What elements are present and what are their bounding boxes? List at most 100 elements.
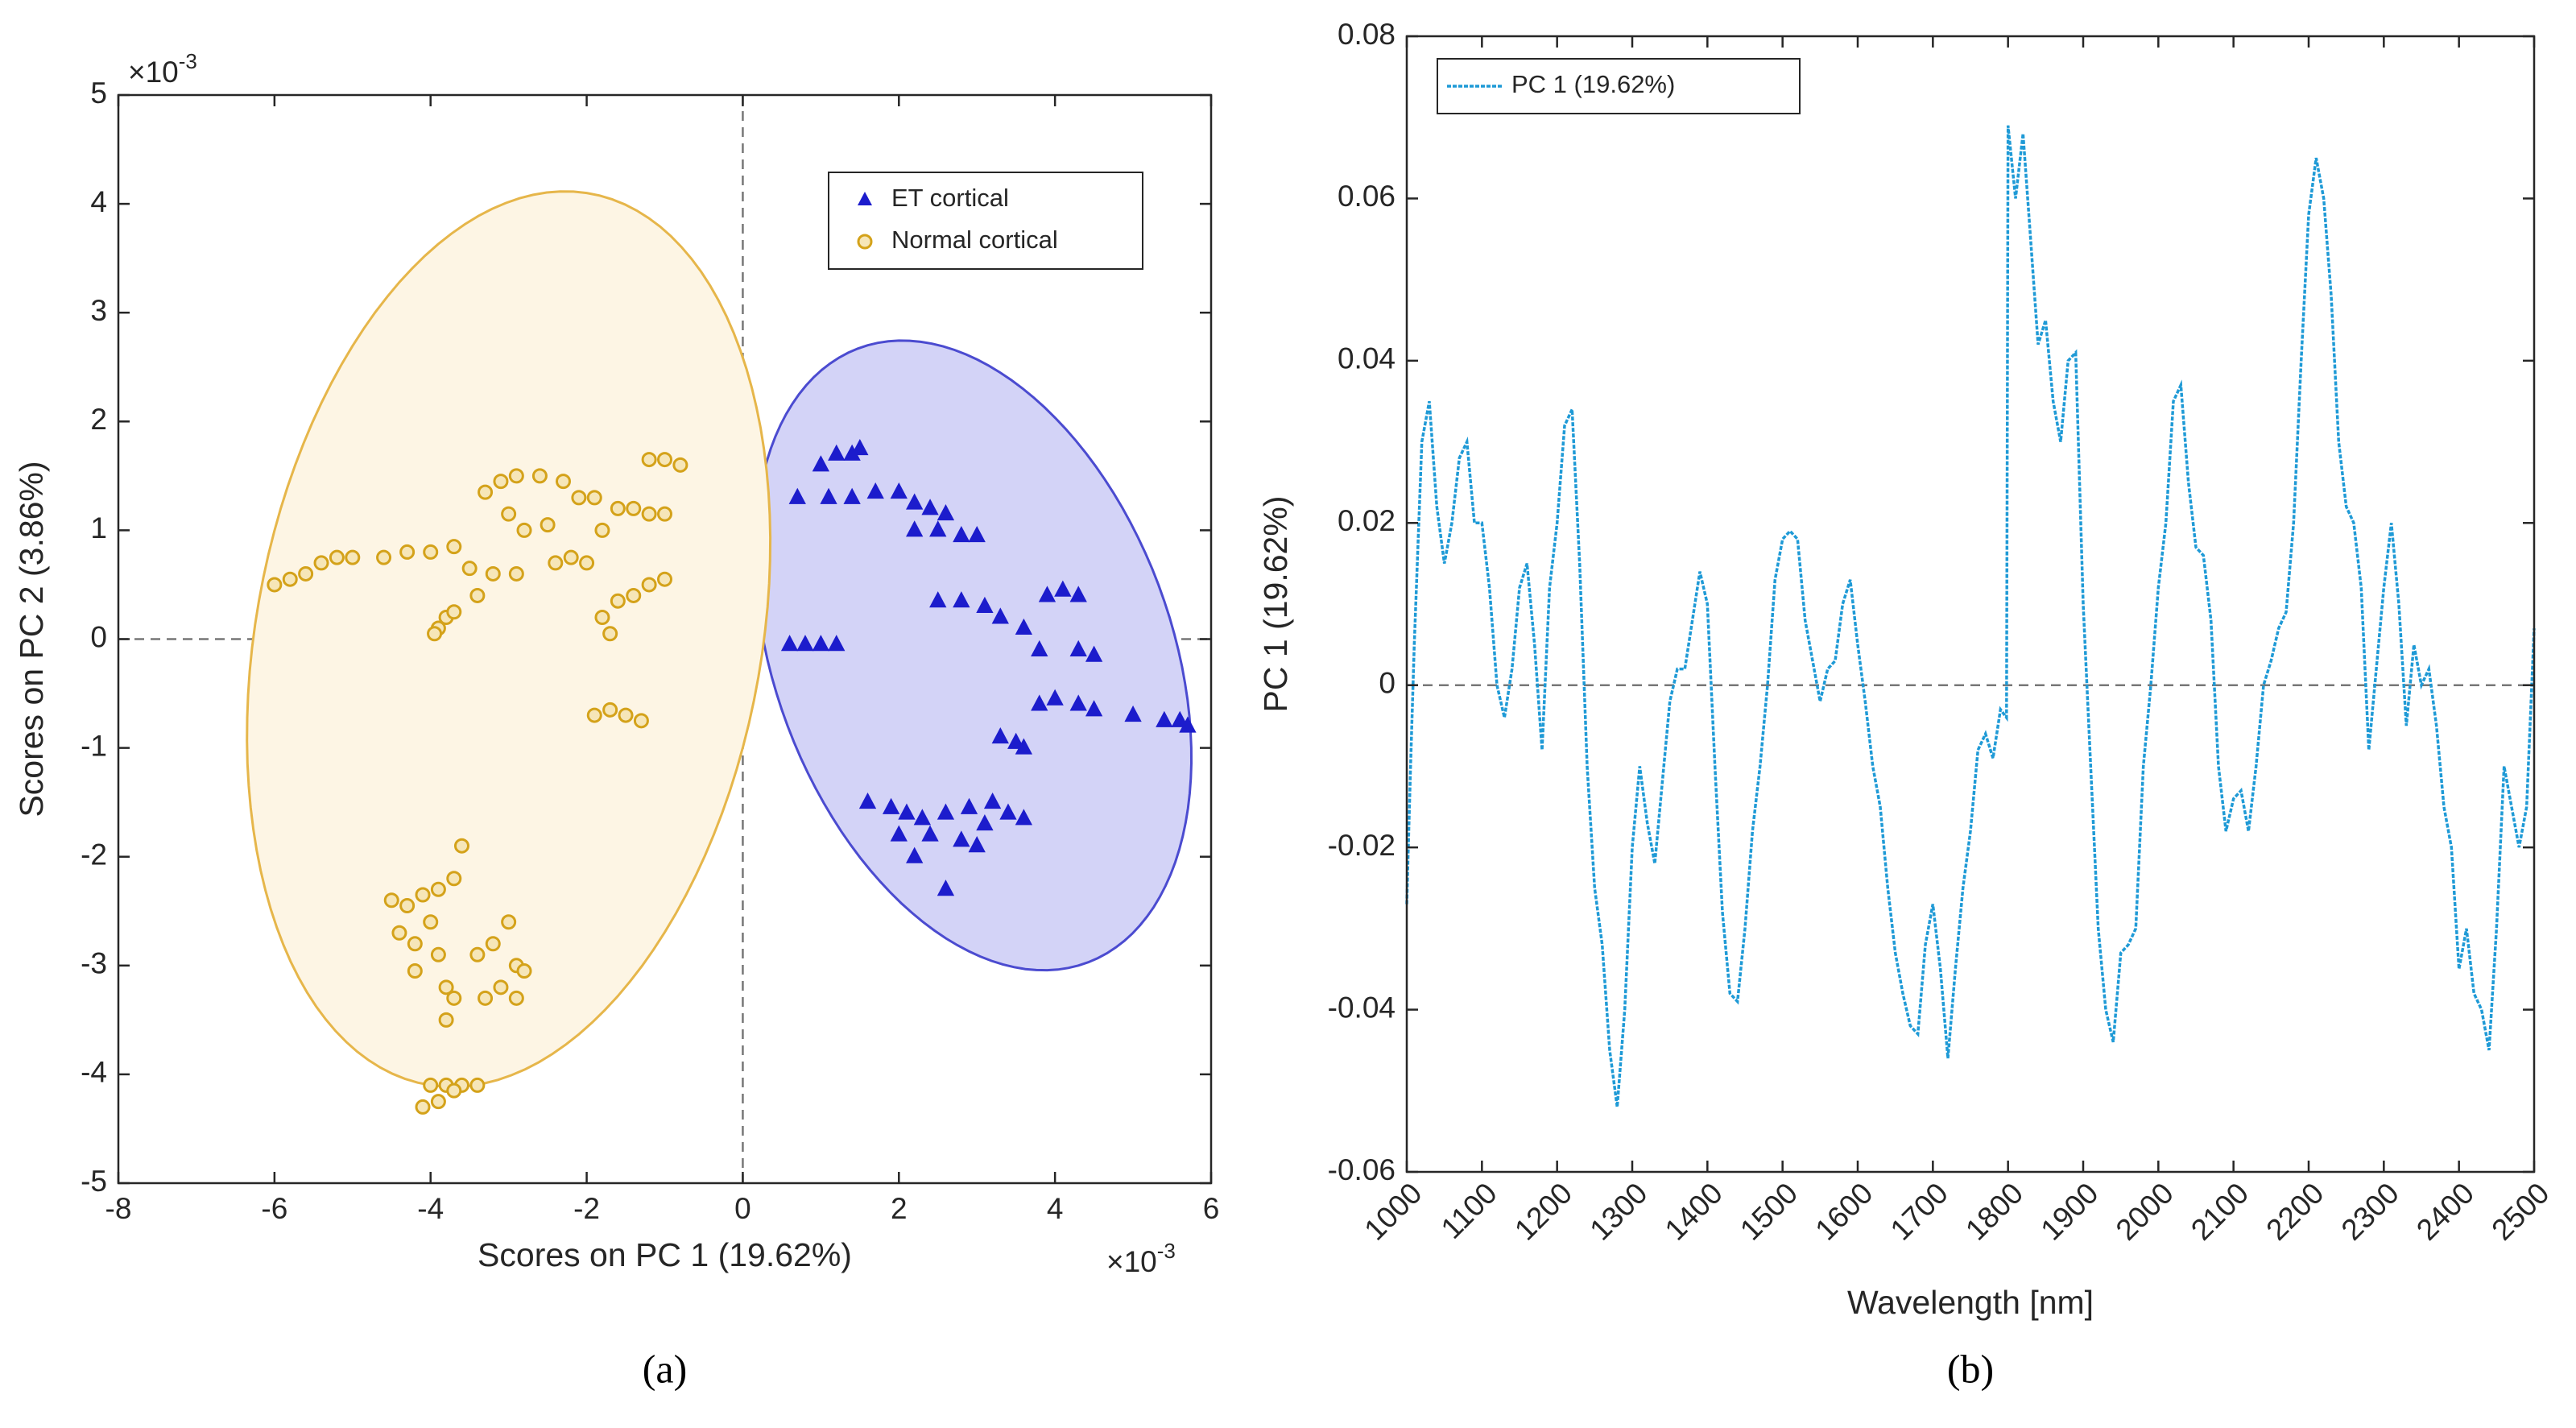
point: [788, 487, 806, 504]
point: [469, 946, 486, 962]
point: [313, 555, 329, 571]
panel: -8 -6 -4 -2 0 2 4 6 -5 -4 -3 -2 -1 0 1 2 3 4 5 Scores on PC…: [13, 49, 1219, 1392]
point: [657, 571, 672, 587]
x-tick-label: 0: [734, 1192, 751, 1225]
multiplier-base: ×10: [128, 56, 179, 89]
y-tick-label: 3: [90, 294, 107, 327]
point: [991, 726, 1009, 744]
x-tick-label: 4: [1047, 1192, 1064, 1225]
x-tick-label: -4: [417, 1192, 444, 1225]
point: [446, 539, 462, 555]
x-tick-label: -6: [261, 1192, 287, 1225]
point: [586, 490, 602, 506]
point: [937, 880, 955, 896]
point: [446, 871, 462, 887]
legend-label: ET cortical: [891, 184, 1009, 212]
x-tick-label: 1700: [1884, 1177, 1954, 1247]
point: [508, 990, 524, 1006]
point: [828, 635, 846, 652]
point: [999, 803, 1017, 820]
point: [478, 484, 494, 500]
point: [563, 549, 579, 565]
point: [540, 517, 556, 533]
point: [391, 925, 407, 941]
point: [423, 544, 439, 560]
x-tick-label: 2300: [2335, 1177, 2405, 1247]
point: [438, 1012, 454, 1028]
x-tick-label: 6: [1203, 1192, 1220, 1225]
x-tick-label: -2: [573, 1192, 600, 1225]
point: [626, 500, 642, 516]
x-tick-label: 2: [891, 1192, 908, 1225]
y-tick-label: -0.04: [1328, 991, 1396, 1024]
y-tick-label: -0.06: [1328, 1153, 1396, 1186]
point: [937, 503, 955, 521]
point: [843, 487, 861, 504]
caption: (a): [643, 1346, 688, 1391]
point: [446, 990, 462, 1006]
point: [438, 979, 454, 995]
point: [430, 1094, 446, 1110]
point: [555, 474, 571, 490]
point: [1156, 710, 1173, 727]
point: [641, 452, 657, 468]
point: [469, 587, 486, 603]
x-axis-label: Scores on PC 1 (19.62%): [478, 1236, 852, 1273]
point: [493, 979, 509, 995]
point: [1015, 738, 1033, 755]
point: [796, 635, 814, 652]
point: [407, 963, 423, 979]
point: [298, 565, 314, 582]
point: [921, 499, 939, 515]
point: [618, 707, 634, 723]
x-tick-label: 1100: [1435, 1177, 1503, 1245]
point: [913, 809, 932, 826]
point: [1046, 689, 1064, 706]
y-tick-label: 0: [1379, 666, 1396, 699]
point: [282, 571, 298, 587]
x-tick-label: 1000: [1358, 1177, 1428, 1247]
point: [415, 1099, 431, 1115]
y-tick-label: -0.02: [1328, 829, 1396, 862]
y-tick-label: 4: [90, 185, 107, 218]
y-tick-label: 0: [90, 620, 107, 653]
point: [493, 474, 509, 490]
legend-label: Normal cortical: [891, 226, 1058, 254]
x-axis-label: Wavelength [nm]: [1847, 1284, 2094, 1321]
point: [516, 963, 532, 979]
point: [820, 487, 837, 504]
point: [976, 814, 994, 831]
point: [478, 990, 494, 1006]
point: [1171, 710, 1189, 727]
legend-swatch: [857, 234, 873, 250]
point: [531, 468, 548, 484]
y-tick-label: 0.06: [1338, 180, 1396, 213]
point: [976, 596, 994, 613]
point: [1069, 586, 1087, 602]
point: [1015, 809, 1033, 826]
point: [851, 438, 869, 456]
point: [882, 797, 900, 814]
x-tick-label: 1600: [1809, 1177, 1879, 1247]
point: [469, 1077, 486, 1093]
point: [571, 490, 587, 506]
point: [641, 577, 657, 593]
y-tick-label: 0.02: [1338, 504, 1396, 537]
point: [991, 607, 1009, 624]
point: [383, 892, 399, 909]
point: [610, 593, 626, 609]
point: [423, 1077, 439, 1093]
point: [968, 526, 986, 543]
point: [1031, 694, 1048, 711]
point: [1085, 645, 1103, 662]
plot-area: [1407, 36, 2534, 1172]
x-tick-label: -8: [105, 1192, 132, 1225]
point: [602, 702, 618, 718]
point: [657, 506, 672, 522]
y-tick-label: 1: [90, 511, 107, 544]
point: [672, 457, 688, 473]
point: [1031, 639, 1048, 657]
y-tick-label: -5: [81, 1165, 107, 1198]
point: [641, 506, 657, 522]
point: [968, 836, 986, 853]
